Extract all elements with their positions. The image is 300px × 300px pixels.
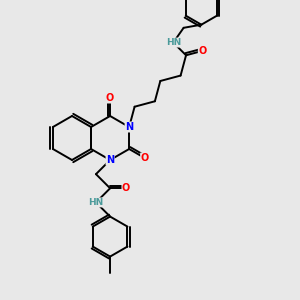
Text: HN: HN — [88, 198, 103, 207]
Text: O: O — [122, 183, 130, 193]
Text: HN: HN — [166, 38, 181, 47]
Text: N: N — [125, 122, 133, 132]
Text: O: O — [198, 46, 207, 56]
Text: N: N — [106, 155, 114, 165]
Text: O: O — [106, 93, 114, 103]
Text: O: O — [141, 153, 149, 163]
